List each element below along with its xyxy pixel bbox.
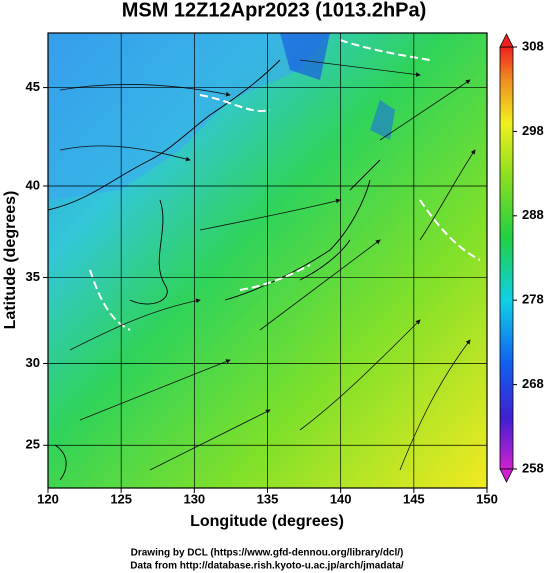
colorbar-tick-label: 258 (522, 460, 544, 475)
y-axis-label: Latitude (degrees) (2, 191, 19, 330)
colorbar-tick-label: 288 (522, 207, 544, 222)
x-tick-label: 125 (110, 491, 132, 506)
plot-frame (47, 32, 488, 489)
y-tick-label: 25 (26, 437, 40, 452)
x-tick-label: 120 (37, 491, 59, 506)
y-tick-label: 40 (26, 177, 40, 192)
colorbar-tick-label: 298 (522, 123, 544, 138)
x-axis-label: Longitude (degrees) (190, 513, 344, 530)
chart-title: MSM 12Z12Apr2023 (1013.2hPa) (122, 0, 427, 21)
colorbar-tick-label: 268 (522, 376, 544, 391)
y-tick-label: 45 (26, 79, 40, 94)
x-tick-label: 135 (257, 491, 279, 506)
x-tick-label: 140 (330, 491, 352, 506)
y-tick-label: 35 (26, 269, 40, 284)
colorbar (499, 33, 514, 483)
y-tick-label: 30 (26, 355, 40, 370)
colorbar-tick-label: 308 (522, 38, 544, 53)
colorbar-tick-label: 278 (522, 292, 544, 307)
footer-line: Drawing by DCL (https://www.gfd-dennou.o… (131, 548, 404, 559)
footer-line: Data from http://database.rish.kyoto-u.a… (130, 561, 404, 572)
x-tick-label: 130 (183, 491, 205, 506)
x-tick-label: 145 (403, 491, 425, 506)
x-tick-label: 150 (476, 491, 498, 506)
